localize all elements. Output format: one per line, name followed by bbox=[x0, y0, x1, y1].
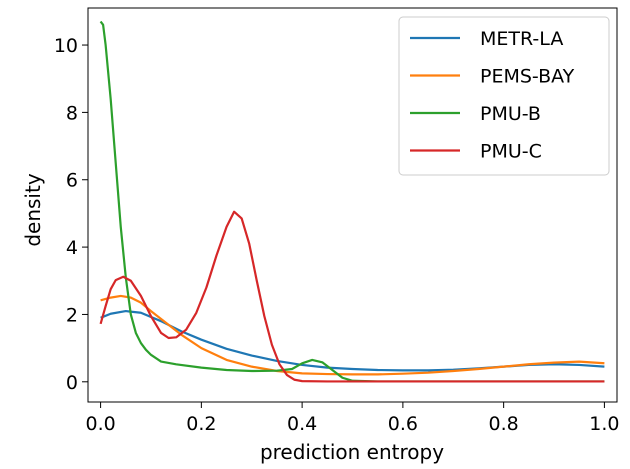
legend-box bbox=[398, 16, 610, 176]
series-line-metr-la bbox=[100, 309, 605, 372]
legend-label: PMU-C bbox=[480, 141, 542, 163]
y-tick-label: 6 bbox=[66, 170, 78, 192]
legend-label: PMU-B bbox=[480, 103, 541, 125]
y-axis-title: density bbox=[21, 173, 45, 246]
x-tick-label: 0.4 bbox=[287, 413, 317, 435]
plot-area bbox=[99, 20, 605, 383]
y-tick-label: 2 bbox=[66, 304, 78, 326]
y-tick-label: 10 bbox=[54, 35, 78, 57]
legend-label: PEMS-BAY bbox=[480, 66, 575, 88]
x-tick-label: 0.0 bbox=[85, 413, 115, 435]
x-axis-title: prediction entropy bbox=[260, 440, 444, 464]
x-tick-label: 0.2 bbox=[186, 413, 216, 435]
y-tick-label: 4 bbox=[66, 237, 78, 259]
y-tick-label: 8 bbox=[66, 102, 78, 124]
x-tick-label: 1.0 bbox=[589, 413, 619, 435]
plot-frame bbox=[87, 7, 618, 403]
axes: 0.0 0.2 0.4 0.6 0.8 1.0 0 2 4 6 8 10 bbox=[54, 7, 620, 435]
series-line-pmu-c bbox=[99, 210, 605, 383]
y-tick-label: 0 bbox=[66, 372, 78, 394]
x-tick-label: 0.6 bbox=[388, 413, 418, 435]
series-line-pems-bay bbox=[100, 294, 605, 376]
x-tick-label: 0.8 bbox=[489, 413, 519, 435]
legend-label: METR-LA bbox=[480, 28, 563, 50]
legend: METR-LA PEMS-BAY PMU-B PMU-C bbox=[398, 16, 610, 176]
